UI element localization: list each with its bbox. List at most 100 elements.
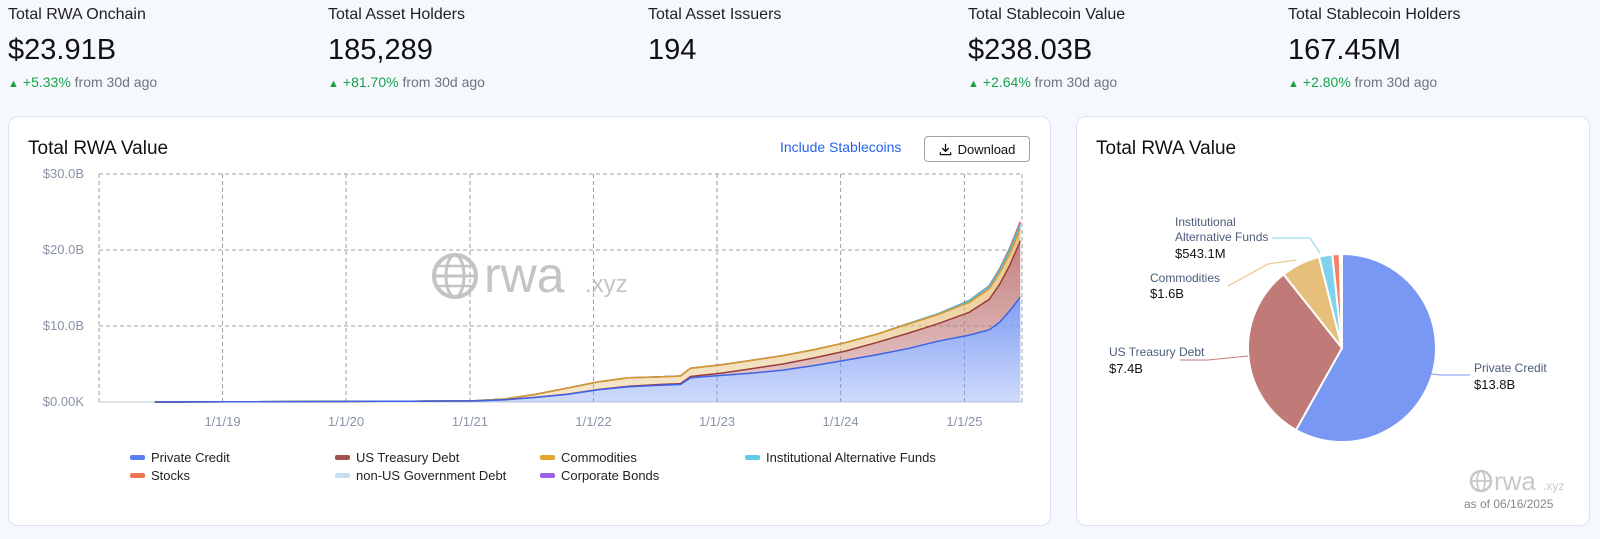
legend-label: Corporate Bonds (561, 468, 660, 483)
change-percent: +81.70% (342, 74, 399, 90)
x-tick-label: 1/1/19 (204, 414, 240, 429)
watermark-text: rwa (1494, 466, 1536, 496)
y-tick-label: $20.0B (43, 242, 84, 257)
legend-label: Institutional Alternative Funds (766, 450, 936, 465)
stat-label: Total Asset Issuers (648, 6, 782, 23)
stat-change: ▲ +2.80% from 30d ago (1288, 73, 1588, 93)
x-tick-label: 1/1/25 (946, 414, 982, 429)
chart-axes: $0.00K $10.0B $20.0B $30.0B 1/1/19 1/1/20 1/1/… (43, 166, 983, 429)
y-tick-label: $10.0B (43, 318, 84, 333)
legend-item[interactable]: Stocks (130, 468, 190, 483)
y-tick-label: $30.0B (43, 166, 84, 181)
chart-areas (154, 221, 1021, 403)
change-percent: +5.33% (22, 74, 71, 90)
pie-label-value: $543.1M (1175, 246, 1226, 261)
legend-label: US Treasury Debt (356, 450, 460, 465)
legend-label: Stocks (151, 468, 191, 483)
legend-item[interactable]: Private Credit (130, 450, 230, 465)
x-tick-label: 1/1/23 (699, 414, 735, 429)
stat-change: ▲ +81.70% from 30d ago (328, 73, 628, 93)
chart-watermark: rwa .xyz (432, 247, 628, 303)
stat-value: $238.03B (968, 34, 1093, 66)
legend-swatch (540, 455, 555, 460)
stat-value: 194 (648, 34, 697, 66)
pie-slices (1247, 252, 1437, 443)
leader-line (1272, 237, 1321, 254)
x-tick-label: 1/1/20 (328, 414, 364, 429)
as-of-date: as of 06/16/2025 (1464, 497, 1554, 511)
pie-label-value: $7.4B (1109, 361, 1143, 376)
legend-item[interactable]: US Treasury Debt (335, 450, 459, 465)
watermark-text: rwa (484, 247, 565, 303)
legend-item[interactable]: Corporate Bonds (540, 468, 659, 483)
change-suffix: from 30d ago (74, 74, 158, 90)
area-series-line (154, 296, 1021, 403)
legend-label: non-US Government Debt (356, 468, 507, 483)
leader-line (1345, 363, 1470, 376)
download-button[interactable]: Download (924, 136, 1030, 162)
x-tick-label: 1/1/24 (823, 414, 859, 429)
area-chart-title: Total RWA Value (28, 138, 169, 159)
stat-stablecoin-value: Total Stablecoin Value $238.03B ▲ +2.64% … (968, 6, 1268, 93)
pie-slice-private-credit[interactable] (1294, 252, 1437, 443)
change-percent: +2.64% (982, 74, 1031, 90)
up-arrow-icon: ▲ (8, 78, 19, 90)
legend-swatch (335, 455, 350, 460)
area-series-us-treasury-debt (154, 240, 1021, 402)
legend-swatch (130, 455, 145, 460)
pie-chart-title: Total RWA Value (1096, 138, 1237, 159)
leader-line (1227, 259, 1297, 287)
legend-label: Private Credit (151, 450, 230, 465)
pie-label-name: Alternative Funds (1175, 230, 1268, 244)
legend-swatch (745, 455, 760, 460)
pie-labels: Private Credit $13.8B US Treasury Debt $… (1109, 215, 1547, 392)
stat-value: 185,289 (328, 34, 433, 66)
change-percent: +2.80% (1302, 74, 1351, 90)
stat-stablecoin-holders: Total Stablecoin Holders 167.45M ▲ +2.80%… (1288, 6, 1588, 93)
up-arrow-icon: ▲ (328, 78, 339, 90)
area-series-commodities (154, 228, 1021, 402)
legend-swatch (130, 473, 145, 478)
stat-asset-holders: Total Asset Holders 185,289 ▲ +81.70% fro… (328, 6, 628, 93)
area-series-private-credit (154, 297, 1021, 402)
legend-label: Commodities (561, 450, 637, 465)
legend-swatch (335, 473, 350, 478)
pie-label-name: Commodities (1150, 271, 1220, 285)
up-arrow-icon: ▲ (1288, 78, 1299, 90)
area-chart-card (8, 116, 1051, 526)
watermark-tld: .xyz (585, 271, 628, 298)
globe-icon (1469, 469, 1493, 493)
legend-item[interactable]: Institutional Alternative Funds (745, 450, 936, 465)
stat-value: 167.45M (1288, 34, 1401, 66)
stat-label: Total Stablecoin Value (968, 6, 1126, 23)
y-tick-label: $0.00K (43, 394, 85, 409)
include-stablecoins-link[interactable]: Include Stablecoins (780, 139, 902, 155)
change-suffix: from 30d ago (1354, 74, 1438, 90)
change-suffix: from 30d ago (1034, 74, 1118, 90)
pie-watermark: rwa .xyz (1469, 466, 1564, 496)
pie-label-name: Private Credit (1474, 361, 1547, 375)
pie-label-value: $13.8B (1474, 377, 1515, 392)
watermark-tld: .xyz (1543, 479, 1564, 493)
download-label: Download (957, 141, 1016, 157)
pie-label-value: $1.6B (1150, 286, 1184, 301)
stat-change: ▲ +2.64% from 30d ago (968, 73, 1268, 93)
stat-label: Total Asset Holders (328, 6, 465, 23)
legend-item[interactable]: non-US Government Debt (335, 468, 506, 483)
x-tick-label: 1/1/21 (452, 414, 488, 429)
pie-slice-corporate-bonds[interactable] (1339, 252, 1343, 349)
globe-icon (432, 253, 478, 299)
stat-label: Total RWA Onchain (8, 6, 146, 23)
legend-swatch (540, 473, 555, 478)
download-icon (939, 143, 951, 155)
stat-value: $23.91B (8, 34, 117, 66)
up-arrow-icon: ▲ (968, 78, 979, 90)
x-tick-label: 1/1/22 (575, 414, 611, 429)
pie-label-name: Institutional (1175, 215, 1236, 229)
leader-line (1180, 355, 1249, 361)
pie-slice-us-treasury-debt[interactable] (1247, 272, 1344, 432)
stat-asset-issuers: Total Asset Issuers 194 (648, 6, 948, 67)
legend-item[interactable]: Commodities (540, 450, 637, 465)
